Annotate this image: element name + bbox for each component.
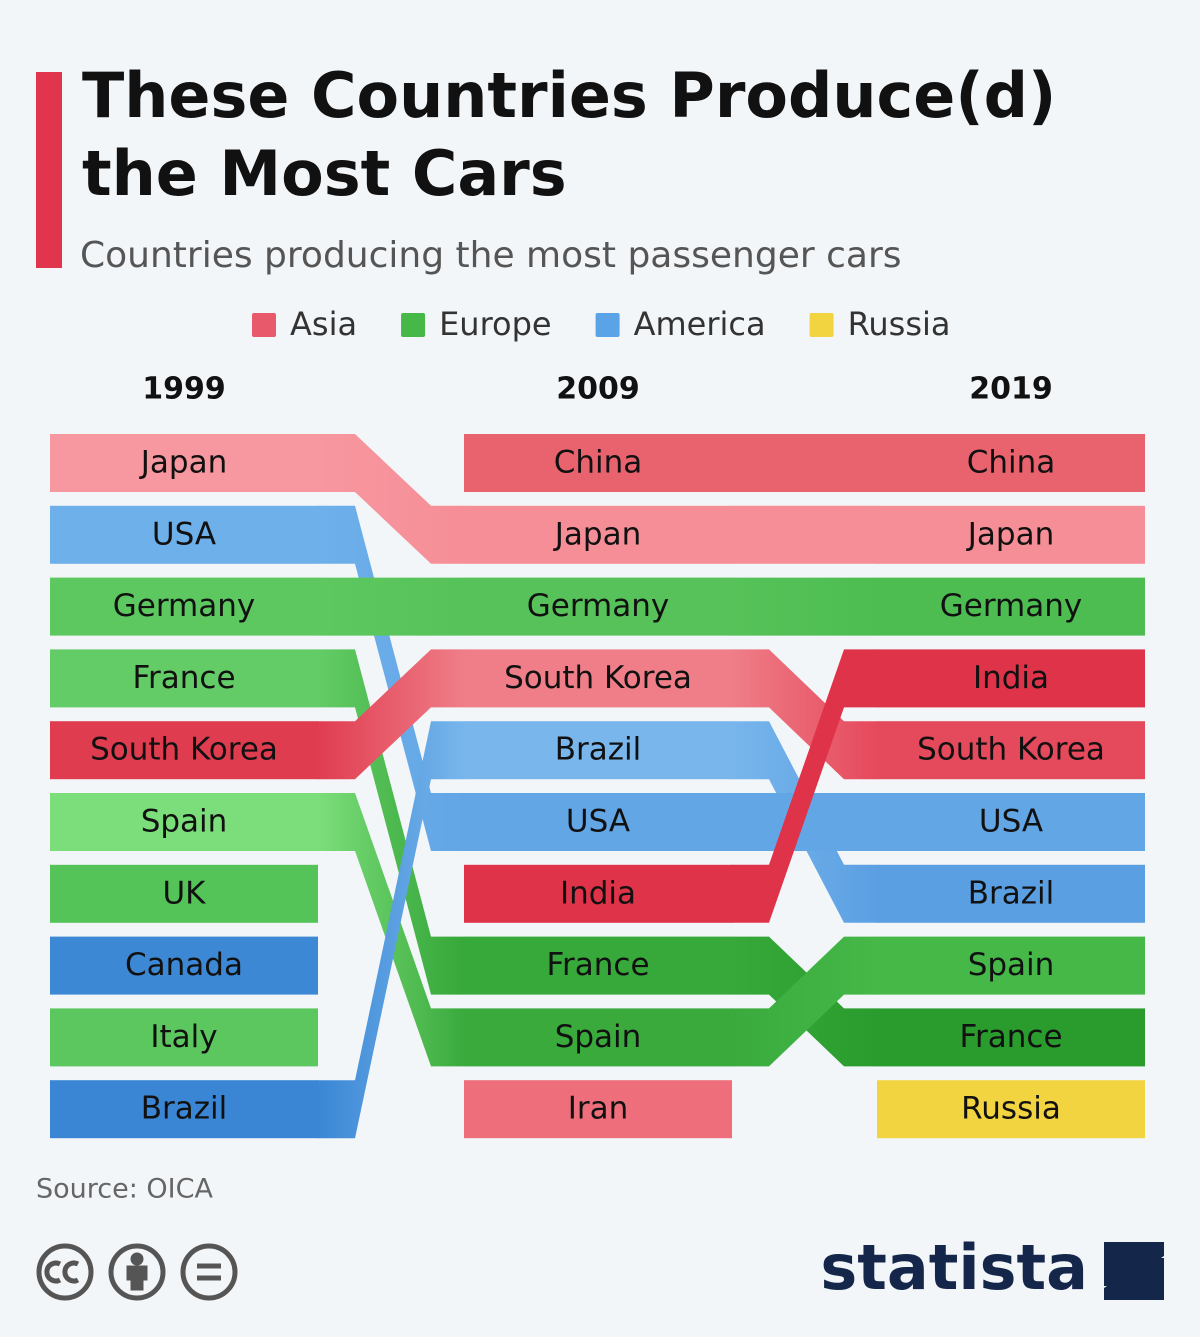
country-label: Spain [968,947,1055,983]
country-box [50,721,318,780]
legend-label: Europe [439,305,552,343]
country-label: USA [152,516,216,552]
country-label: Spain [555,1019,642,1055]
country-label: China [554,445,643,481]
country-label: Italy [150,1019,217,1055]
legend-swatch [401,313,426,337]
ribbon [731,649,878,780]
country-box [464,936,732,995]
country-box [464,434,732,492]
ribbon [317,505,465,851]
country-box [464,793,732,851]
brand-logo [1104,1242,1164,1300]
country-box [464,721,732,780]
legend-label: Asia [290,305,357,343]
legend-label: Russia [848,305,951,343]
country-box [877,649,1145,708]
legend-label: America [634,305,766,343]
country-box [877,577,1145,636]
ribbon [731,936,878,1067]
country-label: South Korea [504,660,692,696]
chart: Japan USA Germany France South Korea Spain UK C… [50,372,1145,1139]
column-label: 1999 [142,372,226,407]
ribbons [317,434,878,1139]
ribbon [317,649,465,995]
country-box [877,434,1145,492]
license-icons [36,1243,238,1301]
country-label: China [967,445,1056,481]
country-box [464,1080,732,1139]
country-label: Japan [553,516,641,552]
country-label: Germany [940,588,1082,624]
title: These Countries Produce(d) the Most Cars [82,59,1056,210]
country-box [50,434,318,492]
legend-swatch [252,313,276,337]
source: Source: OICA [36,1174,213,1205]
country-box [877,864,1145,923]
country-label: Germany [527,588,669,624]
country-box [877,1080,1145,1139]
country-label: USA [979,804,1043,840]
country-label: Russia [961,1091,1061,1127]
country-label: Japan [139,445,227,481]
country-label: France [959,1019,1062,1055]
country-box [877,793,1145,851]
ribbon [731,793,878,851]
country-label: South Korea [917,732,1105,768]
subtitle: Countries producing the most passenger c… [80,235,902,276]
ribbon [317,577,465,636]
country-label: France [546,947,649,983]
country-box [464,577,732,636]
country-box [50,1080,318,1139]
ribbon [731,577,878,636]
country-box [50,864,318,923]
country-box [877,936,1145,995]
country-box [50,936,318,995]
brand: statista [820,1231,1088,1304]
country-label: UK [162,875,206,911]
country-box [50,1008,318,1067]
ribbon [317,721,465,1139]
country-box [464,649,732,708]
legend-swatch [809,313,834,337]
country-label: India [973,660,1049,696]
boxes: Japan USA Germany France South Korea Spain UK C… [50,434,1145,1139]
country-label: Brazil [968,875,1055,911]
column-label: 2019 [969,372,1053,407]
ribbon [731,505,878,564]
legend-swatch [595,313,620,337]
ribbon [731,434,878,492]
country-box [877,505,1145,564]
country-box [464,1008,732,1067]
country-label: Brazil [555,732,642,768]
country-box [50,505,318,564]
country-box [50,649,318,708]
country-label: Brazil [141,1091,228,1127]
country-box [50,793,318,851]
country-box [464,505,732,564]
accent-bar [36,72,62,268]
country-label: South Korea [90,732,278,768]
country-label: Germany [113,588,255,624]
country-box [50,577,318,636]
country-label: Iran [568,1091,629,1127]
ribbon [317,649,465,780]
ribbon [317,434,465,564]
column-label: 2009 [556,372,640,407]
country-box [877,721,1145,780]
country-label: Canada [125,947,243,983]
ribbon [731,649,878,923]
country-label: France [132,660,235,696]
country-label: USA [566,804,630,840]
country-box [464,864,732,923]
country-label: India [560,875,636,911]
country-label: Japan [966,516,1054,552]
country-box [877,1008,1145,1067]
country-label: Spain [141,804,228,840]
